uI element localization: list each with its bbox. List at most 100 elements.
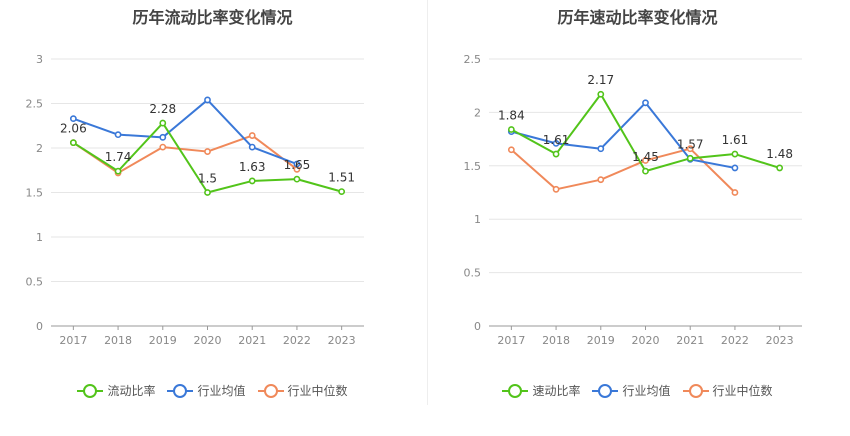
data-point xyxy=(159,143,167,151)
legend-dot xyxy=(688,383,703,398)
y-tick-label: 2.5 xyxy=(26,98,44,111)
data-label: 1.84 xyxy=(498,108,525,122)
y-tick-label: 3 xyxy=(36,53,43,66)
x-tick-label: 2017 xyxy=(59,334,87,347)
legend-swatch-icon xyxy=(592,383,619,398)
data-point xyxy=(731,164,739,172)
data-label: 1.65 xyxy=(284,158,311,172)
y-tick-label: 0.5 xyxy=(464,267,482,280)
series-line xyxy=(73,98,298,165)
data-point xyxy=(114,131,122,139)
data-point xyxy=(293,175,301,183)
data-point xyxy=(293,160,301,168)
data-point xyxy=(204,189,211,196)
legend-label: 行业中位数 xyxy=(287,384,348,398)
series-line xyxy=(510,147,736,194)
x-tick-label: 2022 xyxy=(721,334,749,347)
legend-label: 行业中位数 xyxy=(712,384,773,398)
legend-dot xyxy=(173,383,188,398)
data-point xyxy=(204,96,211,104)
legend-item[interactable]: 行业中位数 xyxy=(257,382,348,399)
legend-label: 速动比率 xyxy=(532,384,581,398)
data-point xyxy=(507,126,515,133)
legend-swatch-icon xyxy=(502,383,529,398)
data-label: 1.74 xyxy=(105,150,132,164)
data-label: 2.17 xyxy=(587,73,614,87)
data-point xyxy=(597,90,605,98)
y-tick-label: 2 xyxy=(474,106,481,119)
y-tick-label: 0 xyxy=(474,320,481,333)
data-point xyxy=(597,145,605,153)
quick-ratio-chart: 0 0.5 1 1.5 2 2.5 2017 2018 2019 2020 2021 2022 2023… xyxy=(464,53,802,347)
data-point xyxy=(204,148,211,155)
legend-dot xyxy=(598,383,613,398)
data-point xyxy=(597,176,605,184)
panel-divider xyxy=(427,0,428,405)
data-point xyxy=(731,189,739,196)
data-point xyxy=(159,119,167,127)
data-label: 1.48 xyxy=(766,147,793,161)
data-point xyxy=(552,139,560,147)
data-label: 1.63 xyxy=(239,160,266,174)
x-tick-label: 2023 xyxy=(328,334,356,347)
data-point xyxy=(248,177,256,185)
current-ratio-chart: 0 0.5 1 1.5 2 2.5 3 2017 2018 2019 2020 2021 2022 202… xyxy=(26,53,364,347)
data-point xyxy=(114,167,122,175)
data-point xyxy=(642,157,649,164)
legend-swatch-icon xyxy=(257,383,284,398)
y-tick-label: 0 xyxy=(36,320,43,333)
series-line xyxy=(511,101,736,169)
y-tick-label: 1 xyxy=(474,213,481,226)
data-point xyxy=(552,185,560,193)
x-tick-label: 2020 xyxy=(632,334,660,347)
y-tick-label: 2 xyxy=(36,142,43,155)
chart-title: 历年流动比率变化情况 xyxy=(132,8,293,27)
y-tick-label: 2.5 xyxy=(464,53,482,66)
legend-item[interactable]: 行业中位数 xyxy=(682,382,773,399)
x-tick-label: 2021 xyxy=(676,334,704,347)
chart-legend: 速动比率 行业均值 行业中位数 xyxy=(425,382,850,401)
data-label: 1.61 xyxy=(722,133,749,147)
y-tick-label: 0.5 xyxy=(26,276,44,289)
data-point xyxy=(731,150,739,158)
x-tick-label: 2020 xyxy=(194,334,222,347)
data-point xyxy=(248,132,256,139)
legend-item[interactable]: 行业均值 xyxy=(592,382,671,399)
data-point xyxy=(159,133,167,141)
chart-legend: 流动比率 行业均值 行业中位数 xyxy=(0,382,425,401)
data-label: 1.61 xyxy=(543,133,570,147)
x-tick-label: 2022 xyxy=(283,334,311,347)
x-tick-label: 2021 xyxy=(238,334,266,347)
y-tick-label: 1 xyxy=(36,231,43,244)
x-tick-label: 2019 xyxy=(587,334,615,347)
legend-label: 行业均值 xyxy=(622,384,671,398)
y-tick-label: 1.5 xyxy=(464,160,482,173)
x-tick-label: 2018 xyxy=(542,334,570,347)
data-point xyxy=(338,188,346,196)
data-point xyxy=(642,167,649,175)
data-label: 1.57 xyxy=(677,137,704,151)
data-point xyxy=(642,99,649,107)
quick-ratio-chart-panel: 历年速动比率变化情况 0 0.5 1 1.5 2 2.5 2017 2018 2019 2020 2… xyxy=(425,0,850,436)
data-point xyxy=(248,143,256,151)
data-point xyxy=(69,115,77,123)
data-point xyxy=(507,146,515,154)
legend-dot xyxy=(83,383,98,398)
legend-item[interactable]: 流动比率 xyxy=(77,382,155,399)
chart-title: 历年速动比率变化情况 xyxy=(557,8,718,27)
legend-swatch-icon xyxy=(682,383,709,398)
data-point xyxy=(69,139,77,147)
legend-dot xyxy=(263,383,278,398)
current-ratio-chart-panel: 历年流动比率变化情况 0 0.5 1 1.5 2 2.5 3 2017 2018 2019 2020… xyxy=(0,8,425,401)
y-tick-label: 1.5 xyxy=(26,187,44,200)
legend-item[interactable]: 速动比率 xyxy=(502,382,580,399)
data-label: 2.06 xyxy=(60,122,87,136)
data-point xyxy=(776,164,784,172)
legend-dot xyxy=(508,383,523,398)
legend-label: 流动比率 xyxy=(107,384,156,398)
data-point xyxy=(686,145,694,153)
series-line xyxy=(72,134,298,174)
legend-item[interactable]: 行业均值 xyxy=(167,382,246,399)
legend-swatch-icon xyxy=(77,383,104,398)
legend-swatch-icon xyxy=(167,383,194,398)
